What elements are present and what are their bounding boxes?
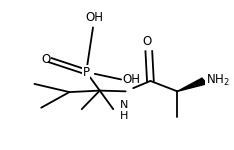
Text: P: P [83, 66, 90, 79]
Text: NH$_2$: NH$_2$ [205, 73, 229, 88]
Text: OH: OH [122, 73, 140, 86]
Text: O: O [42, 53, 51, 66]
Text: O: O [142, 34, 151, 48]
Text: OH: OH [85, 11, 103, 24]
Polygon shape [177, 78, 207, 91]
Text: N
H: N H [120, 99, 129, 121]
